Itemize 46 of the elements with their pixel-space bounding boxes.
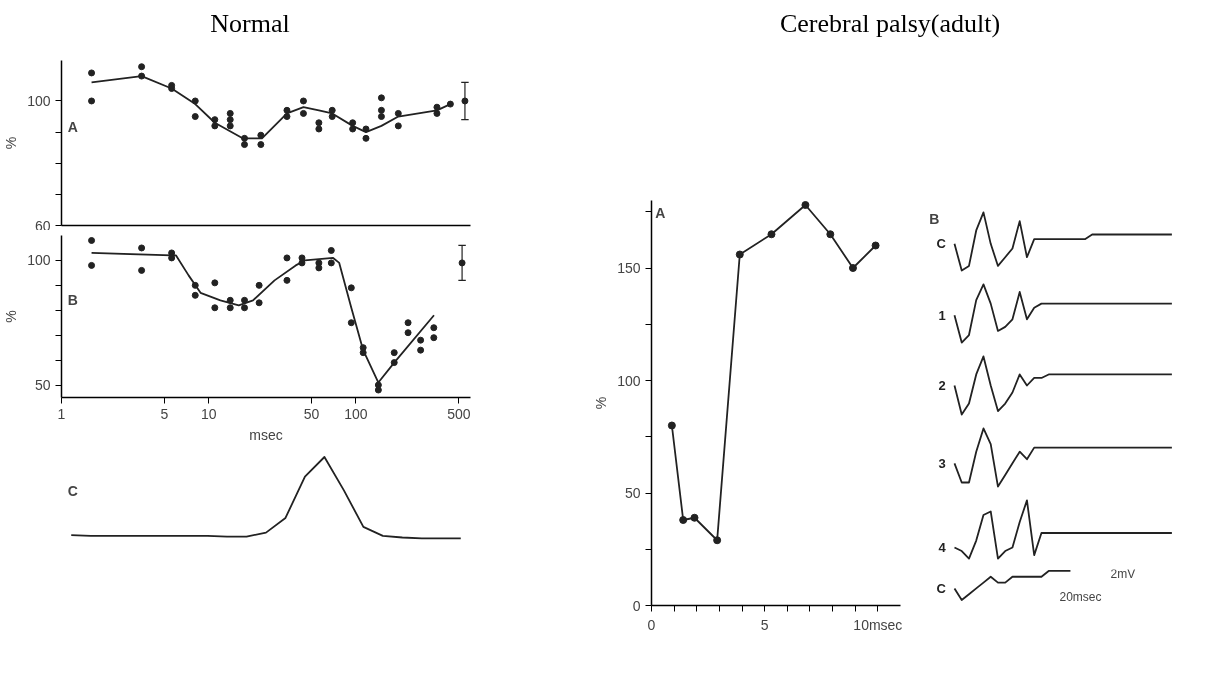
x-tick-label: 1: [57, 405, 66, 422]
y-tick-label: 100: [617, 372, 641, 389]
y-tick-label: 50: [624, 485, 641, 501]
annotation: A: [67, 118, 78, 135]
x-tick-label: 10: [200, 405, 217, 422]
chart-title: Cerebral palsy(adult): [779, 8, 1001, 40]
y-tick-label: 50: [34, 377, 51, 394]
annotation: 2mV: [1110, 567, 1136, 582]
point: [848, 264, 857, 272]
y-tick-label: 100: [27, 252, 51, 269]
x-tick-label: 0: [647, 616, 656, 633]
y-tick-label: 100: [27, 92, 51, 109]
series-label: 3: [938, 455, 946, 471]
x-tick-label: 100: [344, 405, 368, 422]
point: [690, 513, 699, 522]
x-tick-label: 5: [160, 405, 169, 422]
annotation: B: [67, 292, 78, 309]
y-axis-title: %: [593, 396, 610, 410]
x-tick-label: 50: [303, 405, 320, 422]
point: [679, 516, 688, 524]
point: [826, 230, 835, 239]
series-label: 1: [938, 307, 946, 323]
x-tick-label: 5: [760, 616, 769, 633]
point: [801, 201, 810, 209]
point: [667, 421, 676, 430]
point: [871, 241, 880, 250]
x-tick-label: 10msec: [853, 616, 903, 633]
text: B: [929, 211, 940, 228]
point: [713, 536, 722, 545]
chart-title: Normal: [210, 8, 290, 40]
y-axis-title: %: [3, 136, 20, 150]
point: [767, 230, 776, 239]
annotation: 20msec: [1059, 589, 1102, 604]
y-tick-label: 60: [34, 217, 51, 234]
annotation: C: [67, 482, 78, 499]
series-label: 4: [938, 540, 947, 556]
series-label: 2: [938, 378, 946, 393]
point: [735, 250, 744, 259]
x-axis-title: msec: [249, 426, 283, 443]
y-tick-label: 0: [632, 597, 641, 614]
y-tick-label: 150: [617, 260, 641, 276]
annotation: A: [655, 204, 666, 221]
x-tick-label: 500: [447, 405, 471, 422]
series-label: C: [936, 580, 947, 596]
y-axis-title: %: [3, 310, 20, 323]
series-label: C: [936, 236, 947, 252]
